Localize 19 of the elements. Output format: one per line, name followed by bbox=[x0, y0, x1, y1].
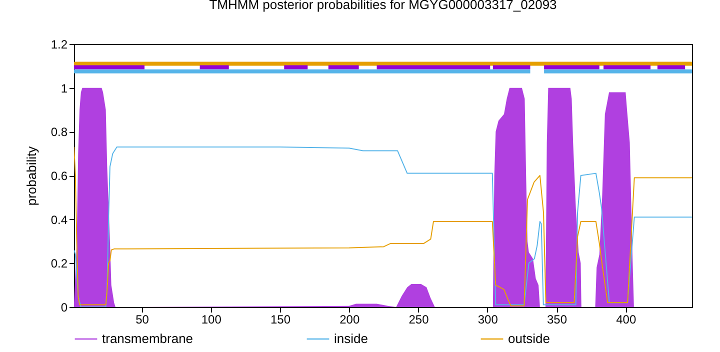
x-tick-label: 50 bbox=[136, 312, 150, 326]
x-tick-label: 100 bbox=[201, 312, 222, 326]
x-tick-label: 350 bbox=[546, 312, 568, 326]
y-tick-label: 0 bbox=[60, 300, 68, 314]
y-tick-label: 0.8 bbox=[50, 125, 68, 140]
x-tick-label: 150 bbox=[270, 312, 291, 326]
legend-label: outside bbox=[508, 331, 550, 346]
x-tick-label: 250 bbox=[408, 312, 430, 326]
legend-label: transmembrane bbox=[102, 331, 194, 346]
x-tick-label: 200 bbox=[340, 312, 360, 326]
y-tick-label: 0.6 bbox=[50, 169, 68, 183]
y-tick-label: 1 bbox=[60, 81, 68, 96]
x-tick-label: 400 bbox=[616, 312, 636, 326]
x-tick-label: 300 bbox=[478, 312, 498, 326]
y-tick-label: 0.2 bbox=[50, 256, 68, 271]
y-tick-label: 1.2 bbox=[50, 38, 68, 52]
y-axis-title: probability bbox=[24, 146, 39, 206]
y-tick-label: 0.4 bbox=[50, 212, 68, 227]
legend-label: inside bbox=[334, 331, 368, 346]
